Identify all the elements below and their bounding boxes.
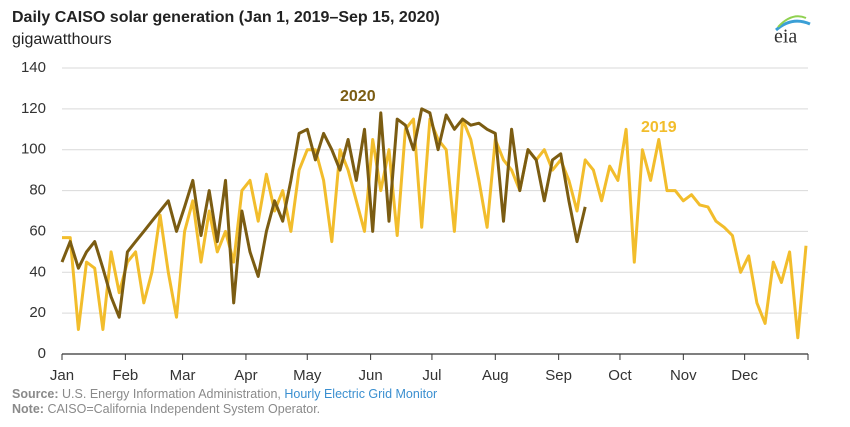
y-tick-label: 140 bbox=[21, 59, 46, 76]
note-text: CAISO=California Independent System Oper… bbox=[47, 402, 320, 416]
plot bbox=[60, 67, 808, 355]
x-tick-label: Jan bbox=[50, 367, 74, 384]
x-tick-label: May bbox=[293, 367, 322, 384]
source-label: Source: bbox=[12, 387, 59, 401]
y-tick-label: 0 bbox=[38, 345, 46, 362]
y-tick-label: 60 bbox=[29, 222, 46, 239]
y-tick-label: 100 bbox=[21, 141, 46, 158]
x-tick-label: Oct bbox=[608, 367, 632, 384]
x-tick-label: Mar bbox=[170, 367, 196, 384]
source-link[interactable]: Hourly Electric Grid Monitor bbox=[284, 387, 437, 401]
x-tick-label: Feb bbox=[112, 367, 138, 384]
note-label: Note: bbox=[12, 402, 44, 416]
series-label: 2020 bbox=[340, 88, 376, 105]
chart-subtitle: gigawatthours bbox=[12, 31, 112, 48]
x-tick-label: Apr bbox=[234, 367, 257, 384]
y-tick-label: 20 bbox=[29, 304, 46, 321]
series-line bbox=[60, 107, 587, 319]
series-line bbox=[62, 117, 808, 340]
x-tick-label: Jun bbox=[359, 367, 383, 384]
logo-arc bbox=[777, 15, 807, 28]
y-tick-label: 80 bbox=[29, 182, 46, 199]
source-text: U.S. Energy Information Administration, bbox=[62, 387, 281, 401]
x-tick-label: Nov bbox=[670, 367, 697, 384]
y-tick-label: 40 bbox=[29, 263, 46, 280]
series-label: 2019 bbox=[641, 119, 677, 136]
x-tick-label: Aug bbox=[482, 367, 509, 384]
chart-title: Daily CAISO solar generation (Jan 1, 201… bbox=[12, 9, 440, 26]
logo-arc bbox=[775, 19, 811, 32]
note: Note: CAISO=California Independent Syste… bbox=[12, 402, 320, 416]
logo-text: eia bbox=[774, 26, 797, 48]
x-tick-label: Dec bbox=[731, 367, 758, 384]
source: Source: U.S. Energy Information Administ… bbox=[12, 387, 437, 401]
logo: eia bbox=[774, 15, 811, 48]
x-tick-label: Sep bbox=[545, 367, 572, 384]
y-tick-label: 120 bbox=[21, 100, 46, 117]
x-tick-label: Jul bbox=[422, 367, 441, 384]
